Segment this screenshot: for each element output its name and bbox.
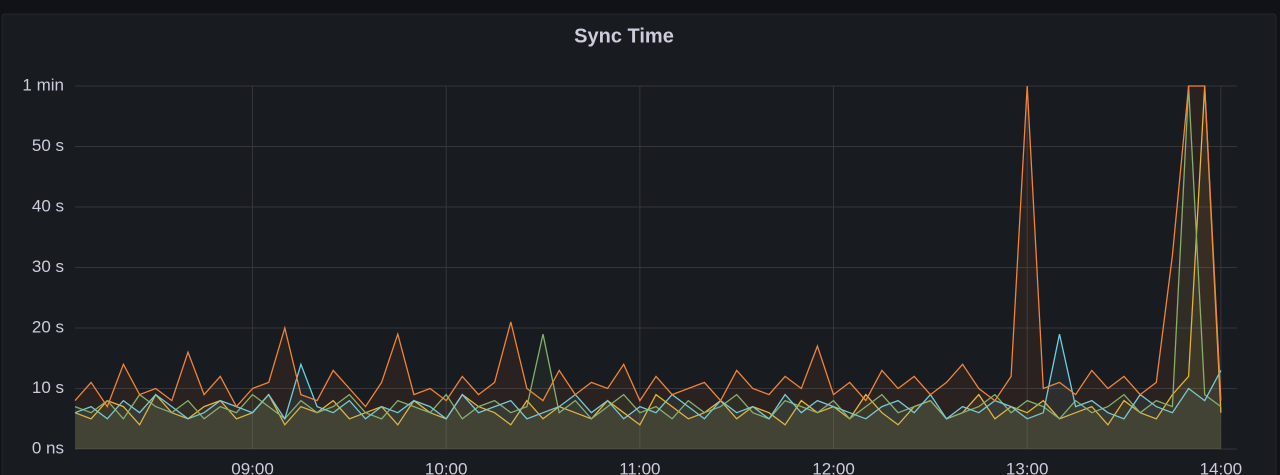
- panel-title: Sync Time: [574, 25, 674, 47]
- y-tick-label: 0 ns: [32, 438, 64, 457]
- series-area: [75, 334, 1221, 449]
- y-tick-label: 20 s: [32, 317, 64, 336]
- x-tick-label: 14:00: [1200, 459, 1243, 475]
- series-area: [75, 86, 1221, 449]
- x-tick-label: 12:00: [812, 459, 855, 475]
- x-tick-label: 13:00: [1006, 459, 1049, 475]
- x-tick-label: 09:00: [231, 459, 274, 475]
- y-tick-label: 10 s: [32, 378, 64, 397]
- y-tick-label: 50 s: [32, 136, 64, 155]
- series-line: [74, 333, 1222, 421]
- y-tick-label: 30 s: [32, 257, 64, 276]
- series-area: [75, 86, 1221, 449]
- x-tick-label: 11:00: [619, 459, 660, 475]
- panel-frame: [1, 13, 1277, 475]
- y-tick-label: 1 min: [22, 75, 64, 94]
- x-tick-label: 10:00: [425, 459, 468, 475]
- y-tick-label: 40 s: [32, 196, 64, 215]
- series-line: [74, 85, 1222, 409]
